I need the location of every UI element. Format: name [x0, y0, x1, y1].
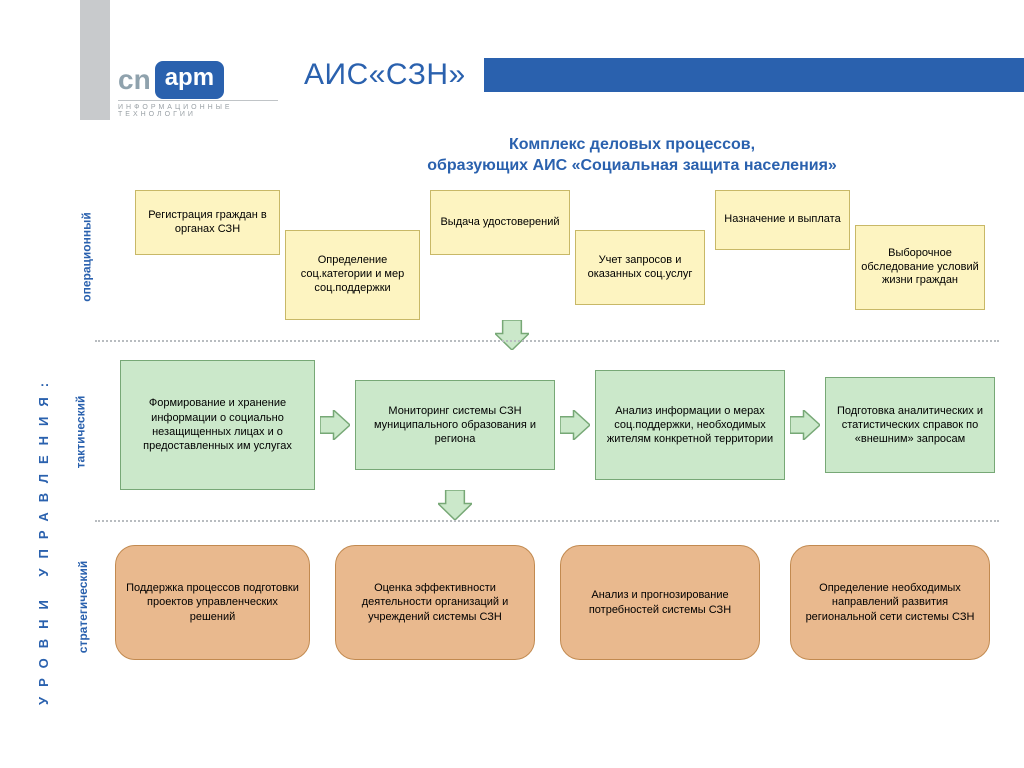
header-grey-bar — [80, 0, 110, 120]
arrow-right-1 — [560, 410, 590, 440]
divider-2 — [95, 520, 999, 522]
level3-box-3: Определение необходимых направлений разв… — [790, 545, 990, 660]
arrow-right-2 — [790, 410, 820, 440]
subtitle-line1: Комплекс деловых процессов, — [509, 136, 755, 153]
level2-label: тактический — [73, 396, 87, 469]
level2-box-3: Подготовка аналитических и статистически… — [825, 377, 995, 473]
subtitle-line2: образующих АИС «Социальная защита населе… — [427, 157, 837, 174]
level2-box-2: Анализ информации о мерах соц.поддержки,… — [595, 370, 785, 480]
level1-label: операционный — [80, 212, 94, 301]
level3-box-1: Оценка эффективности деятельности органи… — [335, 545, 535, 660]
arrow-right-0 — [320, 410, 350, 440]
level1-box-4: Назначение и выплата — [715, 190, 850, 250]
logo-subtitle: ИНФОРМАЦИОННЫЕ ТЕХНОЛОГИИ — [118, 100, 278, 118]
level3-text: стратегический — [76, 561, 90, 653]
title-blue-bar — [484, 58, 1024, 92]
side-main-label: УРОВНИ УПРАВЛЕНИЯ: — [36, 373, 51, 705]
page-subtitle: Комплекс деловых процессов, образующих А… — [280, 135, 984, 177]
title-band: АИС«СЗН» — [300, 55, 1024, 95]
level3-label: стратегический — [76, 561, 90, 653]
level1-box-3: Учет запросов и оказанных соц.услуг — [575, 230, 705, 305]
logo-cn-text: cn — [118, 64, 155, 96]
divider-1 — [95, 340, 999, 342]
side-main-text: УРОВНИ УПРАВЛЕНИЯ: — [36, 373, 51, 705]
arrow-down-1 — [495, 320, 529, 350]
header: cn apm ИНФОРМАЦИОННЫЕ ТЕХНОЛОГИИ АИС«СЗН… — [0, 0, 1024, 120]
level1-box-1: Определение соц.категории и мер соц.подд… — [285, 230, 420, 320]
level2-box-1: Мониторинг системы СЗН муниципального об… — [355, 380, 555, 470]
level1-box-0: Регистрация граждан в органах СЗН — [135, 190, 280, 255]
level2-text: тактический — [73, 396, 87, 469]
system-title: АИС«СЗН» — [300, 58, 484, 92]
level3-box-2: Анализ и прогнозирование потребностей си… — [560, 545, 760, 660]
level2-box-0: Формирование и хранение информации о соц… — [120, 360, 315, 490]
diagram-canvas: УРОВНИ УПРАВЛЕНИЯ: операционный тактичес… — [0, 185, 1024, 768]
level1-text: операционный — [80, 212, 94, 301]
arrow-down-2 — [438, 490, 472, 520]
level1-box-5: Выборочное обследование условий жизни гр… — [855, 225, 985, 310]
level1-box-2: Выдача удостоверений — [430, 190, 570, 255]
level3-box-0: Поддержка процессов подготовки проектов … — [115, 545, 310, 660]
logo-apm-badge: apm — [155, 61, 224, 99]
logo: cn apm ИНФОРМАЦИОННЫЕ ТЕХНОЛОГИИ — [118, 60, 278, 120]
